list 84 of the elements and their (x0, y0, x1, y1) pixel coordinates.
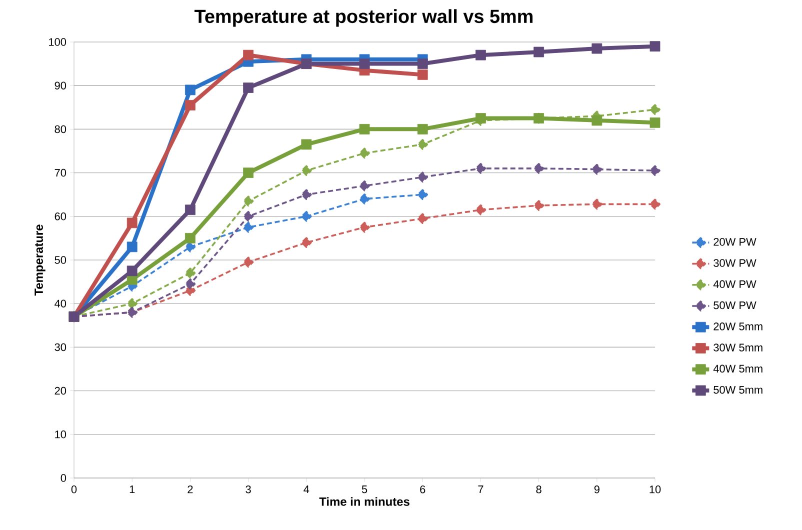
x-tick-label: 0 (71, 486, 77, 494)
point (417, 213, 428, 224)
point (184, 278, 196, 290)
point (359, 222, 370, 233)
legend-label: 20W 5mm (714, 322, 762, 330)
point (476, 50, 486, 60)
point (359, 124, 370, 134)
x-tick-label: 4 (304, 486, 310, 494)
point (359, 194, 370, 204)
point (243, 50, 254, 60)
point (417, 69, 428, 80)
point (591, 198, 602, 210)
point (650, 198, 660, 210)
point (417, 124, 428, 134)
point (185, 100, 196, 110)
x-tick-label: 5 (362, 486, 368, 494)
point (242, 210, 254, 222)
legend-label: 40W PW (713, 280, 756, 288)
y-tick-label: 50 (54, 256, 66, 264)
point (185, 84, 196, 96)
point (417, 172, 428, 183)
legend-label: 40W 5mm (713, 364, 762, 373)
point (300, 189, 312, 200)
point (301, 139, 312, 150)
point (417, 139, 428, 150)
point (126, 266, 138, 276)
point (533, 163, 544, 174)
legend-label: 20W PW (714, 238, 756, 246)
point (417, 189, 428, 200)
chart-title: Temperature at posterior wall vs 5mm (194, 9, 533, 27)
point (592, 115, 602, 126)
y-tick-label: 70 (54, 168, 66, 177)
point (359, 180, 370, 192)
y-tick-label: 20 (54, 386, 66, 395)
x-tick-label: 3 (246, 486, 251, 494)
point (185, 232, 196, 244)
x-tick-label: 7 (478, 486, 484, 494)
point (126, 218, 138, 228)
y-tick-label: 30 (54, 343, 66, 352)
y-tick-label: 90 (54, 82, 66, 90)
y-tick-label: 10 (55, 430, 66, 438)
y-axis-title: Temperature (34, 224, 46, 296)
point (534, 46, 544, 58)
x-tick-label: 2 (188, 486, 193, 494)
legend-label: 30W PW (714, 259, 756, 267)
point (359, 148, 370, 159)
point (242, 196, 254, 207)
point (126, 298, 138, 310)
point (591, 164, 602, 175)
point (650, 41, 660, 52)
point (476, 113, 486, 124)
point (243, 82, 254, 93)
x-tick-label: 6 (420, 486, 426, 494)
y-tick-label: 60 (54, 212, 66, 220)
point (650, 104, 660, 115)
x-tick-label: 9 (594, 486, 600, 494)
x-tick-label: 8 (536, 486, 542, 494)
point (243, 168, 254, 178)
y-tick-label: 40 (54, 300, 66, 308)
point (184, 268, 196, 278)
point (359, 58, 370, 69)
legend-label: 30W 5mm (714, 344, 762, 352)
point (592, 43, 602, 54)
point (185, 204, 196, 216)
point (533, 200, 544, 211)
x-tick-label: 10 (650, 486, 661, 494)
point (300, 165, 312, 176)
y-tick-label: 100 (49, 38, 66, 46)
point (475, 163, 486, 174)
point (242, 222, 254, 233)
x-tick-label: 1 (130, 486, 135, 494)
y-tick-label: 0 (60, 474, 66, 482)
point (300, 237, 312, 248)
point (650, 165, 660, 176)
point (650, 117, 660, 128)
point (242, 256, 254, 268)
legend-label: 50W 5mm (714, 386, 762, 394)
x-axis-title: Time in minutes (319, 497, 410, 506)
point (300, 210, 312, 222)
point (475, 204, 486, 216)
y-tick-label: 80 (54, 125, 66, 134)
point (126, 242, 138, 252)
legend-label: 50W PW (714, 301, 756, 310)
point (417, 58, 428, 69)
